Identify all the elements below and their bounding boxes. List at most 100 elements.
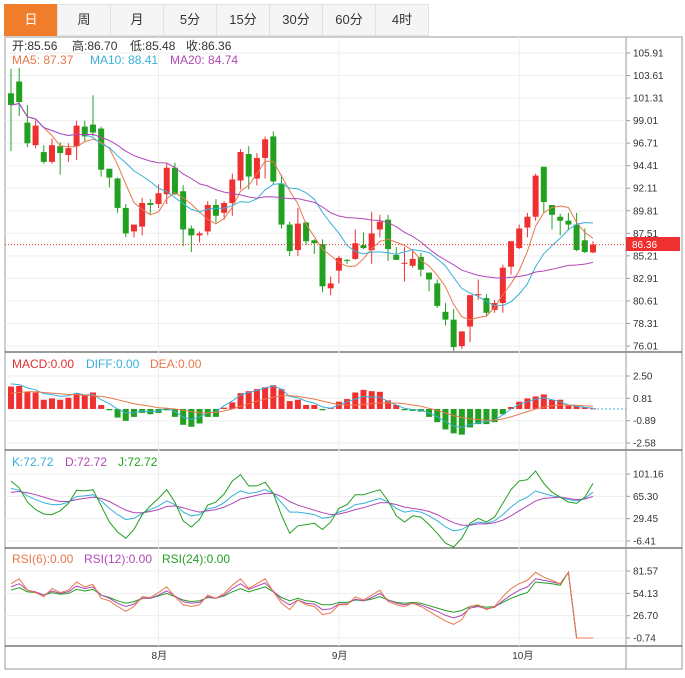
- candle-body: [540, 166, 547, 203]
- tab-0[interactable]: 日: [4, 4, 57, 36]
- macd-bar: [352, 392, 359, 409]
- tab-7[interactable]: 4时: [375, 4, 429, 36]
- kdj-j-label: J:72.72: [118, 455, 158, 469]
- macd-bar: [303, 405, 310, 409]
- price-tick: 80.61: [633, 296, 658, 307]
- price-tick: 78.31: [633, 319, 658, 330]
- macd-bar: [483, 408, 490, 425]
- candle-body: [163, 167, 170, 195]
- macd-bar: [393, 405, 400, 409]
- price-tick: 99.01: [633, 116, 658, 127]
- macd-dea-line: [10, 391, 594, 421]
- candle-body: [499, 267, 506, 303]
- candle-body: [508, 241, 515, 267]
- kdj-k-line: [10, 487, 594, 532]
- macd-bar: [89, 392, 96, 409]
- macd-bar: [196, 408, 203, 424]
- x-tick-label: 9月: [332, 650, 348, 662]
- rsi12-line: [10, 570, 593, 639]
- candle-body: [155, 193, 162, 205]
- macd-bar: [368, 391, 375, 409]
- candle-body: [40, 152, 47, 162]
- macd-bar: [565, 405, 572, 409]
- rsi-tick: -0.74: [633, 634, 656, 645]
- tab-5[interactable]: 30分: [269, 4, 322, 36]
- candle-body: [122, 207, 129, 234]
- macd-bar: [450, 408, 457, 434]
- candle-body: [532, 175, 539, 217]
- candle-body: [434, 283, 441, 306]
- macd-bar: [212, 408, 219, 417]
- macd-diff-line: [10, 383, 594, 428]
- macd-bar: [245, 391, 252, 409]
- price-tick: 76.01: [633, 342, 658, 353]
- macd-bar: [499, 408, 506, 415]
- macd-bar: [286, 401, 293, 409]
- macd-bar: [294, 399, 301, 409]
- rsi6-label: RSI(6):0.00: [12, 552, 74, 566]
- price-panel: [5, 67, 626, 351]
- candle-body: [188, 228, 195, 236]
- macd-bar: [467, 408, 474, 428]
- kdj-j-line: [10, 470, 594, 548]
- candle-body: [286, 224, 293, 252]
- candle-body: [303, 222, 310, 242]
- macd-bar: [524, 398, 531, 409]
- macd-bar: [344, 399, 351, 409]
- tab-3[interactable]: 5分: [163, 4, 216, 36]
- price-tick: 105.91: [633, 49, 664, 60]
- candle-body: [270, 136, 277, 182]
- candle-body: [262, 139, 269, 158]
- macd-label: MACD:0.00: [12, 357, 74, 371]
- macd-bar: [106, 408, 113, 411]
- macd-bar: [163, 408, 170, 411]
- candle-body: [524, 216, 531, 228]
- candle-body: [549, 204, 556, 215]
- macd-bar: [188, 408, 195, 427]
- candle-body: [245, 154, 252, 177]
- candle-body: [229, 179, 236, 204]
- kdj-tick: 65.30: [633, 492, 658, 503]
- rsi12-label: RSI(12):0.00: [84, 552, 152, 566]
- tab-1[interactable]: 周: [57, 4, 110, 36]
- axis-labels: 105.91 103.61 101.31 99.01 96.71 94.41 92.11 89…: [152, 49, 664, 663]
- tab-4[interactable]: 15分: [216, 4, 269, 36]
- price-tick: 85.21: [633, 251, 658, 262]
- current-price-label: 86.36: [632, 240, 657, 251]
- macd-tick: 0.81: [633, 394, 653, 405]
- candle-body: [180, 191, 187, 230]
- rsi-tick: 81.57: [633, 567, 658, 578]
- macd-bar: [48, 398, 55, 409]
- macd-bar: [434, 408, 441, 423]
- macd-bar: [57, 399, 64, 409]
- candle-body: [147, 203, 154, 205]
- macd-bar: [319, 408, 326, 411]
- ohlc-close: 收:86.36: [186, 39, 232, 53]
- macd-bar: [442, 408, 449, 430]
- macd-bar: [278, 389, 285, 409]
- candle-body: [590, 244, 596, 253]
- rsi-tick: 54.13: [633, 589, 658, 600]
- macd-bar: [114, 408, 121, 418]
- ohlc-open: 开:85.56: [12, 39, 58, 53]
- tab-2[interactable]: 月: [110, 4, 163, 36]
- candle-body: [32, 125, 39, 146]
- price-tick: 87.51: [633, 229, 658, 240]
- candle-body: [426, 272, 433, 280]
- macd-tick: -2.58: [633, 439, 656, 450]
- candle-body: [581, 240, 588, 253]
- macd-bar: [16, 385, 23, 409]
- macd-bar: [253, 389, 260, 409]
- macd-bar: [229, 402, 236, 409]
- macd-bar: [458, 408, 465, 435]
- candle-body: [409, 258, 416, 266]
- macd-bar: [65, 397, 72, 409]
- macd-bar: [262, 387, 269, 409]
- candle-body: [458, 331, 465, 347]
- candle-body: [376, 221, 383, 230]
- tab-6[interactable]: 60分: [322, 4, 375, 36]
- kdj-tick: -6.41: [633, 537, 656, 548]
- candle-body: [139, 203, 146, 227]
